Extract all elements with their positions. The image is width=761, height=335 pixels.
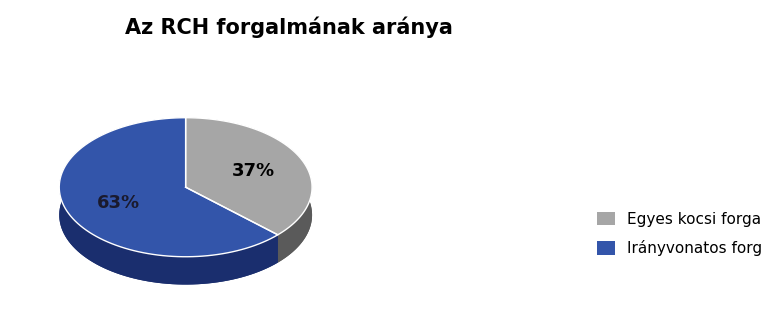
Text: 37%: 37%: [231, 162, 275, 180]
Polygon shape: [186, 187, 278, 263]
Polygon shape: [186, 118, 312, 235]
Polygon shape: [59, 118, 278, 284]
Text: Az RCH forgalmának aránya: Az RCH forgalmának aránya: [126, 17, 453, 38]
Polygon shape: [186, 187, 278, 263]
Polygon shape: [186, 145, 312, 263]
Text: 63%: 63%: [97, 194, 140, 212]
Polygon shape: [186, 118, 312, 263]
Polygon shape: [59, 118, 278, 257]
Polygon shape: [59, 145, 278, 284]
Legend: Egyes kocsi forgalom, Irányvonatos forgalom: Egyes kocsi forgalom, Irányvonatos forga…: [597, 212, 761, 256]
